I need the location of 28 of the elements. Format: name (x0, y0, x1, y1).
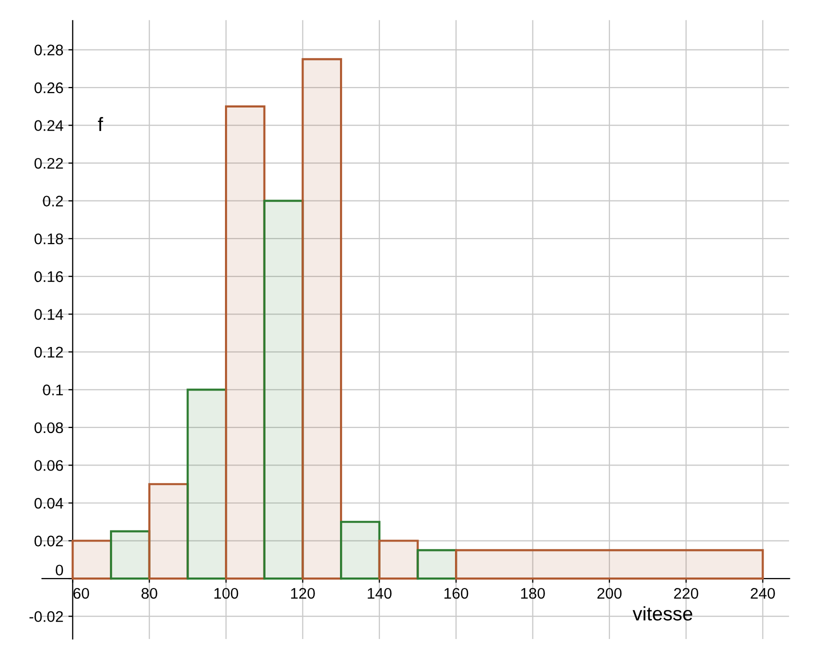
y-tick-label: 0.28 (34, 44, 63, 56)
y-tick-label: 0.02 (34, 536, 63, 546)
x-tick-label: 220 (674, 588, 698, 599)
y-tick-label: 0.1 (43, 384, 63, 396)
y-tick-label: 0.14 (34, 309, 64, 320)
y-tick-label: 0 (56, 564, 64, 576)
y-tick-label: 0.24 (34, 120, 64, 131)
x-tick-label: 240 (750, 588, 775, 599)
y-axis-title: f (98, 116, 104, 132)
x-tick-label: 80 (142, 588, 158, 599)
y-tick-label: 0.2 (43, 196, 63, 207)
x-tick-label: 180 (521, 588, 545, 599)
x-tick-label: 120 (291, 588, 315, 599)
x-tick-label: 140 (368, 588, 392, 599)
y-tick-label: 0.12 (34, 346, 63, 358)
y-tick-label: 0.16 (34, 271, 63, 282)
y-tick-label: 0.22 (34, 158, 63, 169)
y-tick-label: 0.08 (34, 422, 63, 434)
x-axis-title: vitesse (632, 606, 692, 621)
y-tick-label: 0.18 (34, 233, 63, 244)
x-tick-label: 160 (444, 588, 468, 599)
x-tick-label: 100 (214, 588, 238, 599)
y-tick-label: 0.04 (34, 498, 64, 509)
x-tick-label: 200 (597, 588, 622, 599)
y-tick-label: 0.06 (34, 460, 63, 471)
y-tick-label: 0.26 (34, 82, 63, 94)
y-tick-label: -0.02 (30, 611, 63, 622)
x-tick-label: 60 (73, 588, 90, 599)
